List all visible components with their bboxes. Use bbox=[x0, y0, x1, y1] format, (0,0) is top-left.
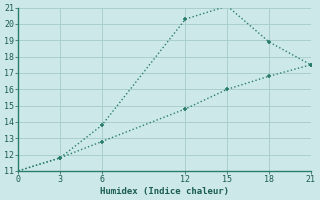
X-axis label: Humidex (Indice chaleur): Humidex (Indice chaleur) bbox=[100, 187, 229, 196]
